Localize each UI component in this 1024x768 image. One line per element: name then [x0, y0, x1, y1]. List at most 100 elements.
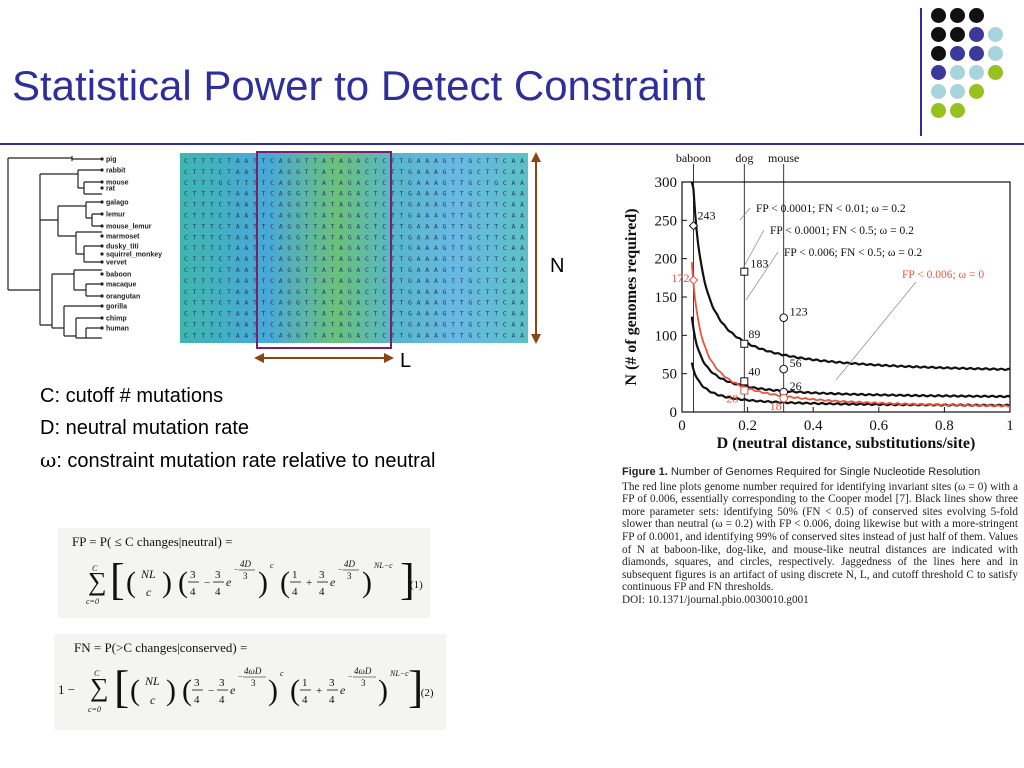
- exp-minus: −: [348, 672, 353, 681]
- minus-sign: −: [204, 577, 210, 589]
- decor-vertical-rule: [920, 8, 922, 136]
- title-divider: [0, 143, 1024, 145]
- n-label: N: [550, 255, 565, 277]
- binom-open-paren: (: [130, 674, 140, 707]
- alignment-background: [180, 153, 528, 343]
- decor-dot: [950, 27, 965, 42]
- x-tick-label: 0.2: [738, 418, 757, 434]
- caption-figure-title: Number of Genomes Required for Single Nu…: [667, 466, 981, 478]
- fraction-numerator: 1: [292, 569, 298, 581]
- fraction-numerator: 3: [215, 569, 221, 581]
- data-marker-circle: [779, 364, 788, 374]
- legend-leader-line: [835, 281, 917, 381]
- alignment-row: C T T T C T A A T T C A G G T T A T A G …: [184, 244, 524, 252]
- alignment-row: C T T T C T A A T T C A G G T T A T A G …: [184, 277, 524, 285]
- binom-open-paren: (: [126, 566, 136, 599]
- alignment-row: C T T T C T A A T T C A G G T T A T A G …: [184, 331, 524, 339]
- data-marker-square: [740, 267, 749, 276]
- species-marker-label: mouse: [768, 151, 799, 165]
- binom-bottom: c: [146, 585, 152, 599]
- sum-symbol: ∑: [90, 673, 109, 702]
- decor-dot: [931, 84, 946, 99]
- power-nl-c: NL−c: [389, 669, 409, 678]
- tree-species-label: galago: [106, 200, 129, 207]
- power-c: c: [270, 561, 274, 570]
- series-line: [690, 262, 1010, 408]
- data-point-label: 89: [748, 327, 760, 341]
- data-point-label: 26: [790, 379, 802, 393]
- binom-top: NL: [144, 674, 160, 688]
- tree-leaf-dot: [100, 316, 104, 320]
- definition-text: : cutoff # mutations: [54, 385, 224, 407]
- fn-equation-lhs: FN = P(>C changes|conserved) =: [74, 640, 247, 655]
- paren: ): [268, 674, 278, 707]
- paren: (: [290, 674, 300, 707]
- exponent-denominator: 3: [243, 571, 248, 581]
- fraction-denominator: 4: [194, 694, 200, 706]
- alignment-row: C T T T C T A A T T C A G G T T A T A G …: [184, 288, 524, 296]
- slide-title: Statistical Power to Detect Constraint: [12, 62, 706, 109]
- legend-leader-line: [739, 207, 751, 221]
- exp-e: e: [340, 683, 346, 697]
- minus-sign: −: [208, 685, 214, 697]
- exponent-numerator: 4ωD: [354, 666, 372, 676]
- data-point-label: 18: [770, 399, 782, 413]
- fraction-denominator: 4: [190, 586, 196, 598]
- sum-lower-limit: c=0: [86, 597, 99, 606]
- tree-leaf-dot: [100, 168, 104, 172]
- definition-symbol: C: [40, 385, 55, 407]
- fraction-numerator: 3: [190, 569, 196, 581]
- binom-top: NL: [140, 567, 156, 581]
- data-point-label: 56: [790, 356, 802, 370]
- decor-dot: [950, 103, 965, 118]
- right-bracket: ]: [400, 555, 415, 604]
- one-minus: 1 −: [58, 682, 75, 697]
- fraction-denominator: 4: [319, 586, 325, 598]
- fraction-denominator: 4: [215, 586, 221, 598]
- caption-heading: Figure 1. Number of Genomes Required for…: [622, 466, 1018, 479]
- definition-text: : constraint mutation rate relative to n…: [56, 450, 436, 472]
- data-marker-square: [740, 339, 749, 348]
- tree-leaf-dot: [100, 224, 104, 228]
- caption-doi: DOI: 10.1371/journal.pbio.0030010.g001: [622, 593, 809, 606]
- exponent-denominator: 3: [361, 678, 366, 688]
- exp-e: e: [230, 683, 236, 697]
- decor-dot: [931, 65, 946, 80]
- exp-minus: −: [338, 565, 343, 574]
- alignment-row: C T T T C T A A T T C A G G T T A T A G …: [184, 255, 524, 263]
- x-tick-label: 0.8: [935, 418, 954, 434]
- legend-leader-line: [745, 251, 779, 301]
- tree-leaf-dot: [100, 200, 104, 204]
- fp-equation: FP = P( ≤ C changes|neutral) = C ∑ c=0 […: [58, 528, 430, 618]
- decor-dot: [988, 65, 1003, 80]
- alignment-row: C T T T C T A A T T C A G G T T A T A G …: [184, 190, 524, 198]
- data-marker-circle: [779, 313, 788, 322]
- decor-dot: [950, 8, 965, 23]
- tree-leaf-dot: [100, 272, 104, 276]
- decor-dot-grid: [0, 0, 1024, 140]
- x-tick-label: 0: [678, 418, 686, 434]
- decor-dot: [969, 65, 984, 80]
- tree-leaf-dot: [100, 234, 104, 238]
- fn-equation: FN = P(>C changes|conserved) = 1 − C ∑ c…: [54, 634, 446, 730]
- exp-minus: −: [234, 565, 239, 574]
- decor-dot: [950, 46, 965, 61]
- decor-dot: [988, 27, 1003, 42]
- sum-lower-limit: c=0: [88, 705, 101, 714]
- tree-leaf-dot: [100, 282, 104, 286]
- alignment-row: C T T T G C T T T T C A G G T T A T A G …: [184, 179, 524, 187]
- y-tick-label: 200: [655, 252, 678, 268]
- window-highlight-box: [256, 151, 392, 349]
- data-marker-diamond: [688, 220, 699, 231]
- series-name-label: FP < 0.0001; FN < 0.5; ω = 0.2: [770, 225, 914, 237]
- fraction-numerator: 3: [194, 677, 200, 689]
- sum-upper-limit: C: [92, 564, 98, 573]
- left-bracket: [: [114, 661, 129, 712]
- definition-text: : neutral mutation rate: [54, 417, 250, 439]
- series-name-label: FP < 0.006; ω = 0: [902, 269, 984, 281]
- tree-species-label: rat: [106, 186, 116, 193]
- left-bracket: [: [110, 555, 125, 604]
- caption-figure-label: Figure 1.: [622, 466, 668, 478]
- definition-c: C: cutoff # mutations: [40, 380, 435, 412]
